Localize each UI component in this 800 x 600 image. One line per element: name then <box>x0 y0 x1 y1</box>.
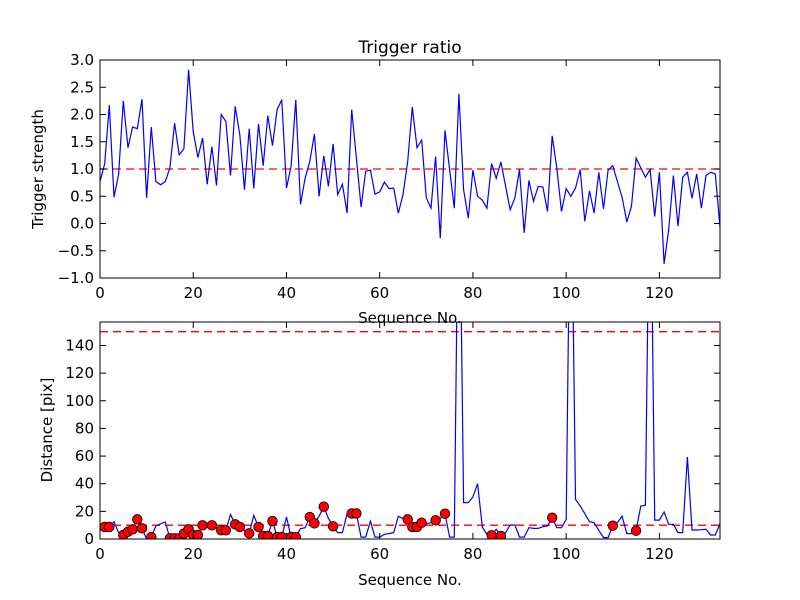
flagged-point-marker <box>309 518 320 529</box>
x-axis-label: Sequence No. <box>358 309 462 327</box>
flagged-point-marker <box>276 531 288 539</box>
axes-frame <box>99 321 721 540</box>
x-tick-label: 120 <box>645 545 674 563</box>
y-tick-label: 2.5 <box>70 78 94 96</box>
y-tick-label: 3.0 <box>70 51 94 69</box>
x-tick-label: 80 <box>463 545 482 563</box>
y-tick-label: 80 <box>75 419 94 437</box>
y-tick-label: 1.0 <box>70 160 94 178</box>
x-tick-label: 0 <box>95 284 105 302</box>
x-tick-label: 0 <box>95 545 105 563</box>
flagged-point-marker <box>253 521 264 533</box>
y-tick-label: 60 <box>75 447 94 465</box>
y-tick-label: 140 <box>65 336 94 354</box>
y-tick-label: 40 <box>75 475 94 493</box>
flagged-point-marker <box>132 514 143 525</box>
y-tick-label: 0.0 <box>70 215 94 233</box>
flagged-point-marker <box>243 528 255 539</box>
y-tick-label: −1.0 <box>58 269 94 287</box>
y-tick-label: 0.5 <box>70 187 94 205</box>
flagged-point-marker <box>439 508 451 519</box>
x-tick-label: 80 <box>463 284 482 302</box>
flagged-point-marker <box>136 523 148 534</box>
flagged-point-marker <box>127 524 138 535</box>
y-tick-label: 100 <box>65 392 94 410</box>
flagged-point-marker <box>416 517 427 528</box>
y-axis-label: Distance [pix] <box>38 378 56 483</box>
flagged-point-marker <box>267 515 278 527</box>
flagged-point-marker <box>495 530 507 539</box>
flagged-point-marker <box>327 521 339 532</box>
x-tick-label: 100 <box>552 545 581 563</box>
y-axis-label: Trigger strength <box>29 109 47 230</box>
trigger-ratio-axes: Trigger ratio Sequence No. Trigger stren… <box>29 38 721 327</box>
y-tick-label: 1.5 <box>70 133 94 151</box>
x-tick-label: 60 <box>370 284 389 302</box>
flagged-point-marker <box>146 531 157 539</box>
flagged-point-marker <box>290 531 301 539</box>
flagged-point-marker <box>318 501 329 512</box>
chart-title: Trigger ratio <box>357 38 461 58</box>
flagged-point-marker <box>351 508 362 519</box>
flagged-point-marker <box>197 520 208 531</box>
y-tick-label: 120 <box>65 364 94 382</box>
flagged-point-marker <box>192 529 204 539</box>
flagged-point-marker <box>430 515 441 526</box>
flagged-point-marker <box>220 525 232 536</box>
flagged-point-marker <box>234 521 246 533</box>
x-tick-label: 20 <box>184 284 203 302</box>
flagged-point-marker <box>402 514 413 525</box>
y-tick-label: 20 <box>75 502 94 520</box>
flagged-point-marker <box>546 512 558 523</box>
series-line <box>100 69 720 264</box>
flagged-point-marker <box>607 520 618 531</box>
x-tick-label: 20 <box>184 545 203 563</box>
x-tick-label: 100 <box>552 284 581 302</box>
flagged-point-marker <box>206 520 218 531</box>
flagged-point-marker <box>630 525 642 536</box>
x-tick-label: 120 <box>645 284 674 302</box>
y-tick-label: 2.0 <box>70 106 94 124</box>
x-tick-label: 60 <box>370 545 389 563</box>
y-tick-label: 0 <box>84 530 94 548</box>
x-tick-label: 40 <box>277 284 296 302</box>
flagged-point-marker <box>104 521 115 533</box>
distance-axes: Sequence No. Distance [pix] 0 20 40 60 80 100… <box>38 321 721 589</box>
x-tick-label: 40 <box>277 545 296 563</box>
x-axis-label: Sequence No. <box>358 571 462 589</box>
y-tick-label: −0.5 <box>58 242 94 260</box>
